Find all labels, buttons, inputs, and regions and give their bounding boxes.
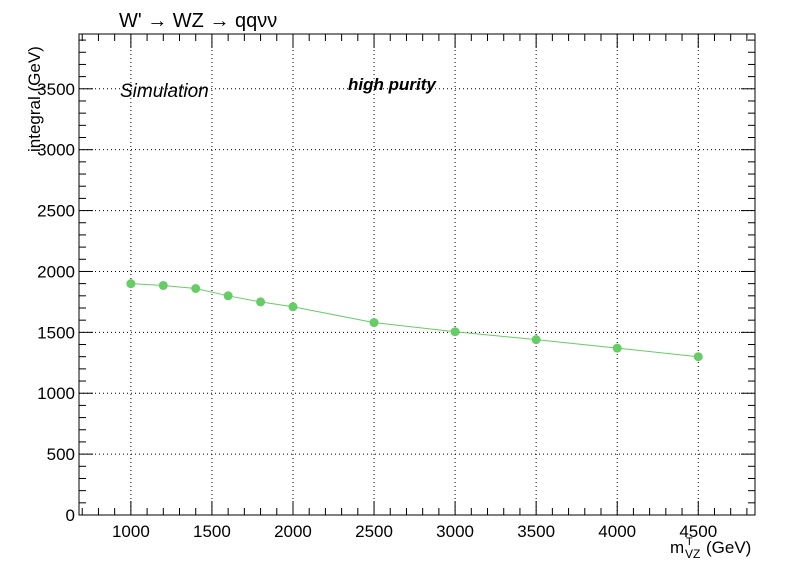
x-axis-title-main: m — [670, 538, 684, 557]
y-tick-label: 3500 — [37, 80, 75, 99]
y-tick-label: 2000 — [37, 262, 75, 281]
y-tick-label: 500 — [47, 445, 75, 464]
x-axis-title-sup: T — [686, 536, 693, 548]
y-tick-label: 0 — [66, 506, 75, 525]
x-axis-title: m T VZ (GeV) — [670, 536, 751, 561]
data-point — [369, 318, 379, 328]
simulation-label: Simulation — [120, 81, 209, 102]
x-tick-label: 2500 — [355, 522, 393, 541]
plot-frame — [78, 33, 756, 516]
x-tick-label: 3500 — [517, 522, 555, 541]
data-point — [531, 335, 541, 345]
data-point — [158, 280, 168, 290]
y-tick-label: 1000 — [37, 384, 75, 403]
x-axis-title-sub: VZ — [685, 547, 700, 561]
data-point — [126, 279, 136, 289]
x-tick-label: 2000 — [274, 522, 312, 541]
y-tick-label: 2500 — [37, 202, 75, 221]
data-point — [191, 284, 201, 294]
data-point — [612, 343, 622, 353]
x-axis-title-unit: (GeV) — [706, 538, 751, 557]
x-tick-label: 4500 — [679, 522, 717, 541]
minor-ticks — [79, 34, 755, 516]
data-point — [288, 302, 298, 312]
x-tick-labels: 1000 1500 2000 2500 3000 3500 4000 4500 — [112, 522, 717, 541]
grid — [79, 34, 755, 515]
data-point — [693, 352, 703, 362]
x-tick-label: 1500 — [193, 522, 231, 541]
data-point — [256, 297, 266, 307]
y-tick-labels: 0 500 1000 1500 2000 2500 3000 3500 — [37, 80, 75, 525]
series-group — [126, 279, 703, 362]
chart-title: W' → WZ → qqνν — [119, 10, 277, 32]
y-axis-title: integral (GeV) — [25, 46, 44, 152]
x-tick-label: 4000 — [598, 522, 636, 541]
y-tick-label: 3000 — [37, 141, 75, 160]
x-tick-label: 1000 — [112, 522, 150, 541]
x-tick-label: 3000 — [436, 522, 474, 541]
high-purity-label: high purity — [348, 75, 437, 94]
y-tick-label: 1500 — [37, 323, 75, 342]
data-point — [450, 327, 460, 337]
data-point — [223, 291, 233, 301]
